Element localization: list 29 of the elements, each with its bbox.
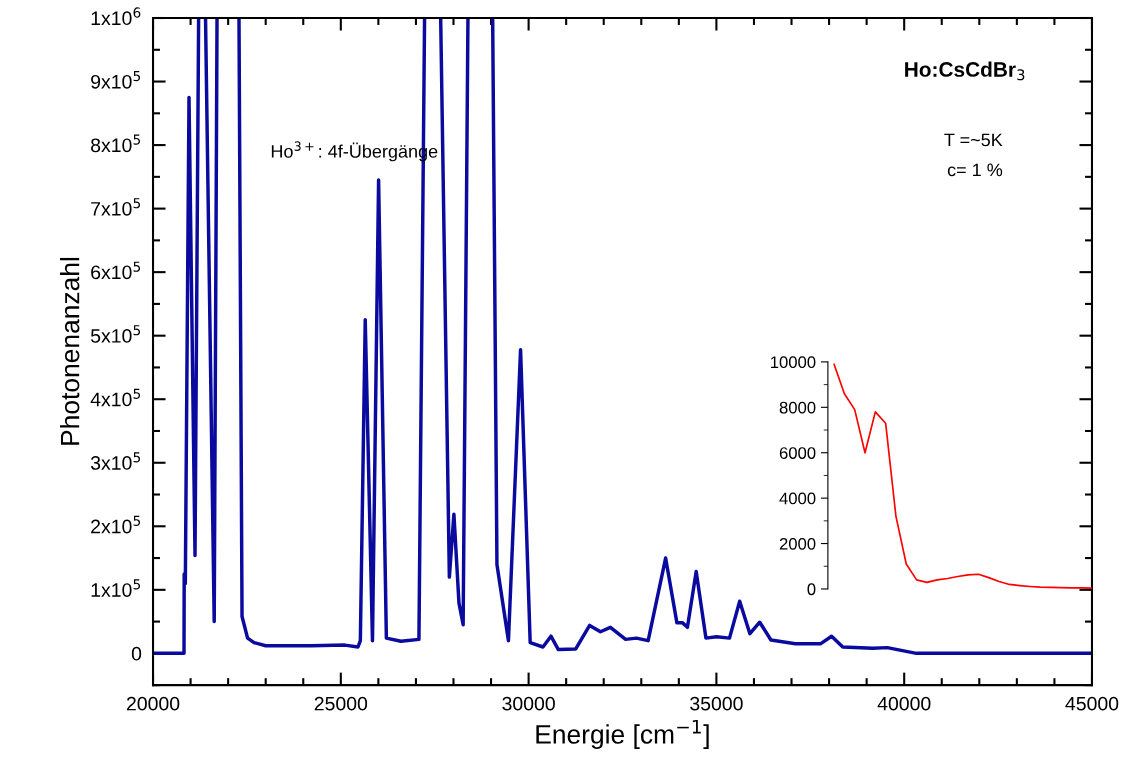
y-tick-label: 1x10$^{6}$ <box>91 7 141 26</box>
y-tick-label: 1x10$^{5}$ <box>91 579 141 597</box>
y-tick-label: 4x10$^{5}$ <box>90 388 141 407</box>
y-tick-label: 0 <box>807 583 816 596</box>
annotation: c= 1 % <box>947 163 1003 177</box>
x-tick-label: 20000 <box>126 696 180 711</box>
line-series <box>833 363 1092 589</box>
y-tick-label: 6x10$^{5}$ <box>91 261 141 280</box>
y-tick-label: 9x10$^{5}$ <box>91 71 141 89</box>
y-tick-label: 10000 <box>771 356 816 369</box>
y-tick-label: 5x10$^{5}$ <box>90 325 141 343</box>
x-tick-label: 25000 <box>314 696 368 711</box>
y-tick-label: 7x10$^{5}$ <box>91 198 141 216</box>
y-tick-label: 2x10$^{5}$ <box>91 515 141 534</box>
x-tick-label: 40000 <box>877 696 931 711</box>
x-tick-label: 45000 <box>1065 696 1119 711</box>
x-tick-label: 30000 <box>502 696 555 711</box>
y-tick-label: 3x10$^{5}$ <box>90 452 141 470</box>
annotation: Ho:CsCdBr$_{3}$ <box>905 61 1025 81</box>
y-tick-label: 8x10$^{5}$ <box>91 134 141 153</box>
y-tick-label: 2000 <box>779 537 816 550</box>
x-tick-label: 35000 <box>690 696 743 711</box>
y-tick-label: 4000 <box>779 492 816 505</box>
y-tick-label: 6000 <box>779 447 816 459</box>
annotation: T =~5K <box>944 133 1003 147</box>
y-tick-label: 0 <box>131 646 142 661</box>
y-tick-label: 8000 <box>779 401 816 414</box>
y-axis-title: Photonenanzahl <box>60 257 80 445</box>
x-axis-title: Energie [cm$^{−1}$] <box>536 719 709 749</box>
